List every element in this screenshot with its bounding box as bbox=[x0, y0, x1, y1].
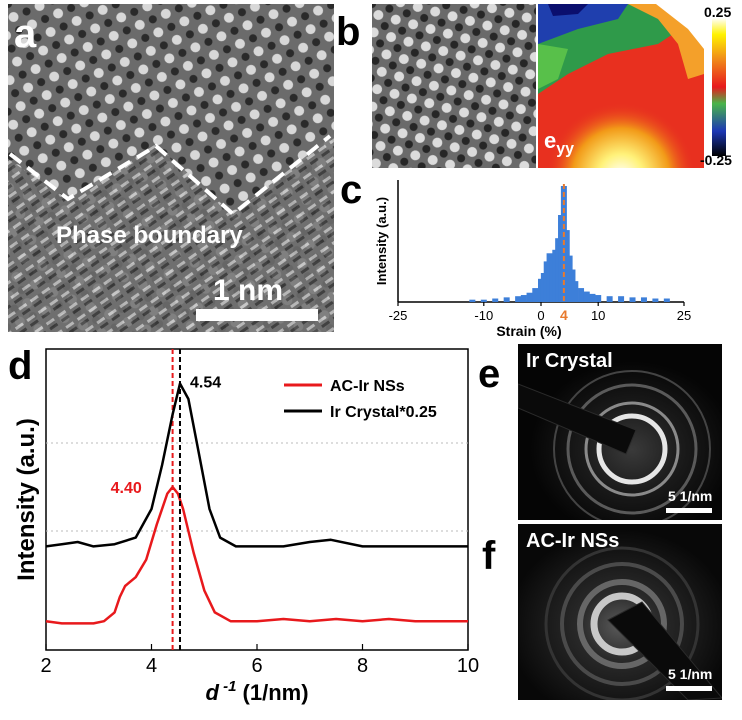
line-plot-x-tick-label: 4 bbox=[146, 655, 157, 677]
line-plot-x-tick-label: 10 bbox=[457, 655, 479, 677]
hist-bar bbox=[526, 292, 533, 302]
panel-b-letter: b bbox=[336, 10, 361, 54]
hist-bar bbox=[503, 297, 510, 302]
beam-stop-f bbox=[607, 601, 722, 700]
hist-bar bbox=[520, 295, 527, 302]
panel-b-lattice-image bbox=[372, 4, 536, 168]
phase-boundary-line bbox=[8, 134, 332, 217]
panel-f-scale-label: 5 1/nm bbox=[668, 666, 713, 682]
panel-e-title: Ir Crystal bbox=[526, 350, 613, 372]
hist-x-tick-label: 0 bbox=[537, 308, 544, 323]
scale-bar bbox=[196, 309, 318, 321]
hist-bar bbox=[663, 298, 670, 302]
hrtem-image bbox=[8, 4, 334, 332]
panel-c-letter: c bbox=[340, 168, 363, 212]
hist-bar bbox=[629, 297, 636, 302]
hist-bar bbox=[578, 288, 585, 302]
hist-bar bbox=[618, 296, 625, 302]
peak-label-ir-crystal: 4.54 bbox=[190, 375, 221, 392]
panel-a-letter: a bbox=[14, 12, 37, 56]
hist-marker-label: 4 bbox=[560, 307, 568, 323]
hist-bar bbox=[589, 293, 596, 302]
panel-f-letter: f bbox=[482, 534, 496, 578]
hist-bar bbox=[480, 299, 487, 302]
colorbar-max-label: 0.25 bbox=[704, 4, 732, 20]
peak-label-ac-ir: 4.40 bbox=[111, 480, 142, 497]
panel-f-title: AC-Ir NSs bbox=[526, 530, 620, 552]
hist-bar bbox=[595, 295, 602, 302]
panel-e-scale-label: 5 1/nm bbox=[668, 488, 713, 504]
phase-boundary-label: Phase boundary bbox=[56, 222, 243, 249]
hist-y-label: Intensity (a.u.) bbox=[374, 197, 389, 285]
colorbar-min-label: -0.25 bbox=[700, 152, 732, 168]
hist-bar bbox=[606, 296, 613, 302]
hist-bar bbox=[469, 299, 476, 302]
strain-map-label-sub: yy bbox=[556, 140, 575, 158]
line-plot-x-label: d -1 (1/nm) bbox=[205, 678, 308, 705]
strain-map-label-main: e bbox=[544, 128, 557, 153]
line-plot-frame bbox=[45, 348, 469, 651]
hist-bar bbox=[583, 291, 590, 302]
line-series-0 bbox=[45, 485, 468, 625]
hist-x-tick-label: -25 bbox=[389, 308, 408, 323]
panel-a: a Phase boundary 1 nm bbox=[8, 4, 334, 332]
strain-map-label: eyy bbox=[544, 128, 574, 158]
panel-f: f AC-Ir NSs 5 1/nm bbox=[482, 524, 722, 700]
diffraction-pattern-ir-crystal bbox=[518, 344, 722, 520]
colorbar bbox=[712, 18, 726, 156]
hist-x-tick-label: 10 bbox=[591, 308, 605, 323]
hist-x-label: Strain (%) bbox=[496, 323, 561, 339]
diffraction-pattern-ac-ir-nss bbox=[518, 524, 722, 700]
hist-bar bbox=[492, 298, 499, 302]
hist-bar bbox=[532, 288, 539, 302]
panel-d-letter: d bbox=[8, 344, 33, 388]
line-series-1 bbox=[45, 382, 468, 548]
line-plot-x-tick-label: 2 bbox=[40, 655, 51, 677]
panel-f-scale-bar bbox=[666, 686, 712, 691]
hist-x-tick-label: 25 bbox=[677, 308, 691, 323]
legend-label-1: Ir Crystal*0.25 bbox=[330, 404, 437, 421]
hist-bar bbox=[515, 296, 522, 302]
strain-map-eyy bbox=[538, 4, 704, 168]
hist-x-tick-label: -10 bbox=[474, 308, 493, 323]
hist-bar bbox=[652, 298, 659, 302]
hist-bar bbox=[572, 281, 579, 302]
scale-bar-label: 1 nm bbox=[213, 274, 284, 307]
line-plot-x-tick-label: 8 bbox=[357, 655, 368, 677]
intensity-profile-chart: 2 4 6 8 10 4.54 4.40 AC-Ir NSs Ir Crystal*0.25 d … bbox=[13, 348, 479, 705]
panel-e-letter: e bbox=[478, 352, 501, 396]
legend-label-0: AC-Ir NSs bbox=[330, 378, 405, 395]
beam-stop bbox=[518, 383, 637, 455]
panel-e-scale-bar bbox=[666, 508, 712, 513]
line-plot-y-label: Intensity (a.u.) bbox=[13, 418, 40, 581]
panel-e: e Ir Crystal 5 1/nm bbox=[478, 344, 722, 520]
line-plot-x-tick-label: 6 bbox=[251, 655, 262, 677]
hist-bar bbox=[640, 297, 647, 302]
